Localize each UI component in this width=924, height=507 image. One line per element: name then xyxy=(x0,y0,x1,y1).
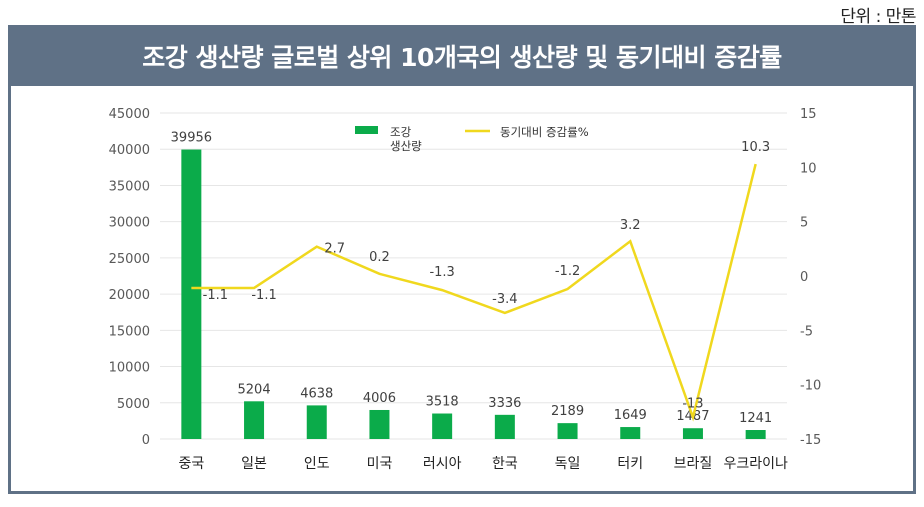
line-data-label: 2.7 xyxy=(324,242,345,257)
bar xyxy=(494,414,515,439)
chart-title: 조강 생산량 글로벌 상위 10개국의 생산량 및 동기대비 증감률 xyxy=(142,42,782,72)
line-data-label: 0.2 xyxy=(369,250,390,265)
bar-data-label: 5204 xyxy=(238,382,271,397)
legend-bar-label: 조강 xyxy=(390,125,412,139)
legend-line-label: 동기대비 증감률% xyxy=(500,125,589,139)
bar-data-label: 3336 xyxy=(488,396,521,411)
left-axis-tick-label: 5000 xyxy=(117,397,150,412)
left-axis-tick-label: 20000 xyxy=(109,288,150,303)
right-axis-tick-label: -5 xyxy=(800,324,813,339)
legend-bar-label: 생산량 xyxy=(390,139,422,153)
right-axis-tick-label: 0 xyxy=(800,270,808,285)
line-data-label: -3.4 xyxy=(492,292,517,307)
left-axis-tick-label: 10000 xyxy=(109,361,150,376)
line-data-label: -1.1 xyxy=(251,288,276,303)
bar-data-label: 3518 xyxy=(426,395,459,410)
left-axis-tick-label: 0 xyxy=(142,433,150,448)
chart-frame xyxy=(8,25,916,494)
line-data-label: 3.2 xyxy=(620,218,641,233)
bar xyxy=(557,423,578,439)
left-axis-tick-label: 15000 xyxy=(109,324,150,339)
line-series xyxy=(191,163,757,422)
left-axis-tick-label: 40000 xyxy=(109,143,150,158)
right-axis-ticks: -15 -10 -5 0 5 10 15 xyxy=(800,107,821,448)
legend-bar-swatch xyxy=(355,126,378,134)
category-label: 미국 xyxy=(367,456,393,472)
category-labels: 중국 일본 인도 미국 러시아 한국 독일 터키 브라질 우크라이나 xyxy=(178,456,787,472)
right-axis-tick-label: 10 xyxy=(800,161,817,176)
bar xyxy=(181,149,202,439)
right-axis-tick-label: 15 xyxy=(800,107,817,122)
bar-data-label: 1649 xyxy=(614,408,647,423)
bar xyxy=(620,427,641,439)
line-data-label: -1.3 xyxy=(429,265,454,280)
category-label: 독일 xyxy=(555,456,581,472)
line-data-label: -13 xyxy=(682,396,703,411)
unit-label: 단위 : 만톤 xyxy=(840,7,916,27)
left-axis-tick-label: 45000 xyxy=(109,107,150,122)
line-path xyxy=(191,163,757,422)
title-bar: 조강 생산량 글로벌 상위 10개국의 생산량 및 동기대비 증감률 xyxy=(8,25,916,86)
bar xyxy=(745,430,766,439)
category-label: 터키 xyxy=(617,456,643,472)
category-label: 일본 xyxy=(241,456,267,472)
bar xyxy=(682,428,703,439)
bar-series xyxy=(181,149,766,439)
category-label: 한국 xyxy=(492,456,518,472)
line-data-label: 10.3 xyxy=(741,140,770,155)
bar-data-label: 4638 xyxy=(300,386,333,401)
line-data-labels: -1.1 -1.1 2.7 0.2 -1.3 -3.4 -1.2 3.2 -13 10.3 xyxy=(203,140,770,411)
bar-data-label: 2189 xyxy=(551,404,584,419)
category-label: 브라질 xyxy=(674,456,713,472)
right-axis-tick-label: -15 xyxy=(800,433,821,448)
right-axis-tick-label: -10 xyxy=(800,379,821,394)
category-label: 중국 xyxy=(178,456,204,472)
bar xyxy=(432,413,453,439)
category-label: 러시아 xyxy=(423,456,462,472)
bar-data-label: 4006 xyxy=(363,391,396,406)
category-label: 우크라이나 xyxy=(723,456,788,472)
gridlines xyxy=(160,112,787,440)
bar-data-label: 1241 xyxy=(739,411,772,426)
bar xyxy=(244,401,265,439)
left-axis-tick-label: 30000 xyxy=(109,216,150,231)
category-label: 인도 xyxy=(304,456,330,472)
bar-data-label: 39956 xyxy=(171,131,212,146)
bar xyxy=(306,405,327,439)
line-data-label: -1.1 xyxy=(203,288,228,303)
bar xyxy=(369,409,390,439)
left-axis-ticks: 0 5000 10000 15000 20000 25000 30000 35000 40000… xyxy=(109,107,150,448)
left-axis-tick-label: 35000 xyxy=(109,179,150,194)
right-axis-tick-label: 5 xyxy=(800,216,808,231)
left-axis-tick-label: 25000 xyxy=(109,252,150,267)
line-data-label: -1.2 xyxy=(555,264,580,279)
